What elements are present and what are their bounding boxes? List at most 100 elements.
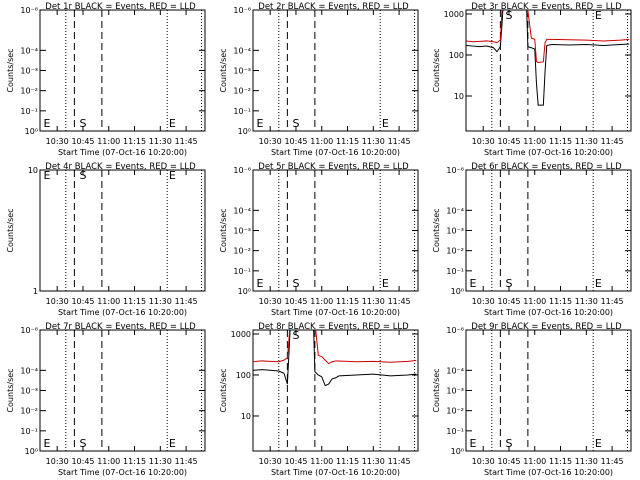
x-tick-label: 11:45 <box>175 457 198 466</box>
y-tick-label: 10⁻⁴ <box>233 206 251 215</box>
x-axis-label: Start Time (07-Oct-16 10:20:00) <box>58 308 187 317</box>
y-tick-label: 10⁻⁶ <box>446 166 464 175</box>
x-tick-label: 11:00 <box>523 457 546 466</box>
x-tick-label: 11:15 <box>549 137 572 146</box>
y-tick-label: 10⁰ <box>25 127 38 136</box>
x-tick-label: 10:30 <box>472 297 495 306</box>
x-axis-label: Start Time (07-Oct-16 10:20:00) <box>271 468 400 477</box>
panel-title: Det 4r BLACK = Events, RED = LLD <box>45 162 196 172</box>
y-tick-label: 10⁻⁴ <box>446 206 464 215</box>
annotation: S <box>506 9 513 22</box>
x-tick-label: 11:30 <box>149 137 172 146</box>
y-tick-label: 10⁻³ <box>233 227 251 236</box>
annotation: E <box>469 437 476 450</box>
annotation: S <box>506 437 513 450</box>
x-tick-label: 11:15 <box>549 457 572 466</box>
annotation: E <box>595 277 602 290</box>
plot-frame <box>465 9 632 132</box>
x-tick-label: 11:15 <box>123 137 146 146</box>
y-tick-label: 10⁻⁴ <box>446 366 464 375</box>
x-tick-label: 11:30 <box>362 137 385 146</box>
y-tick-label: 100 <box>449 51 464 60</box>
y-axis-label: Counts/sec <box>219 368 228 412</box>
data-line <box>466 10 630 106</box>
y-tick-label: 100 <box>236 371 251 380</box>
x-tick-label: 11:15 <box>549 297 572 306</box>
y-tick-label: 10⁰ <box>451 447 464 456</box>
y-tick-label: 1 <box>33 287 38 296</box>
x-axis-label: Start Time (07-Oct-16 10:20:00) <box>58 148 187 157</box>
y-tick-label: 10⁻¹ <box>446 427 464 436</box>
x-tick-label: 10:30 <box>46 457 69 466</box>
panel: Det 3r BLACK = Events, RED = LLD Start Ti… <box>432 2 632 157</box>
x-tick-label: 10:30 <box>259 457 282 466</box>
x-tick-label: 11:00 <box>523 137 546 146</box>
y-tick-label: 1000 <box>231 330 251 339</box>
y-tick-label: 1000 <box>444 10 464 19</box>
data-line <box>466 10 630 64</box>
panel: Det 2r BLACK = Events, RED = LLD Start Ti… <box>219 2 419 157</box>
y-tick-label: 10⁻² <box>233 247 251 256</box>
y-tick-label: 10⁰ <box>238 127 251 136</box>
panel-title: Det 6r BLACK = Events, RED = LLD <box>471 162 622 172</box>
x-tick-label: 11:30 <box>575 297 598 306</box>
annotation: E <box>595 437 602 450</box>
y-tick-label: 10⁻¹ <box>20 427 38 436</box>
y-tick-label: 10 <box>454 92 464 101</box>
x-tick-label: 11:15 <box>123 457 146 466</box>
y-tick-label: 10⁰ <box>25 447 38 456</box>
x-tick-label: 11:30 <box>149 457 172 466</box>
panel: Det 8r BLACK = Events, RED = LLD Start Ti… <box>219 322 419 477</box>
x-axis-label: Start Time (07-Oct-16 10:20:00) <box>484 468 613 477</box>
y-tick-label: 10⁰ <box>238 287 251 296</box>
y-tick-label: 10⁻⁶ <box>233 6 251 15</box>
y-tick-label: 10⁻⁶ <box>233 166 251 175</box>
y-tick-label: 10⁻⁶ <box>20 6 38 15</box>
panel: Det 9r BLACK = Events, RED = LLD Start Ti… <box>432 322 632 477</box>
y-tick-label: 10⁻¹ <box>20 107 38 116</box>
x-tick-label: 11:00 <box>310 137 333 146</box>
annotation: S <box>506 277 513 290</box>
data-line <box>253 330 417 365</box>
y-axis-label: Counts/sec <box>432 208 441 252</box>
annotation: E <box>595 9 602 22</box>
annotation: E <box>169 169 176 182</box>
panel-title: Det 2r BLACK = Events, RED = LLD <box>258 2 409 12</box>
x-axis-label: Start Time (07-Oct-16 10:20:00) <box>484 308 613 317</box>
plot-frame <box>39 9 206 132</box>
x-tick-label: 11:30 <box>362 457 385 466</box>
panel: Det 7r BLACK = Events, RED = LLD Start Ti… <box>6 322 206 477</box>
y-tick-label: 10⁻⁴ <box>233 46 251 55</box>
x-tick-label: 10:45 <box>71 297 94 306</box>
data-line <box>253 330 417 387</box>
panel: Det 6r BLACK = Events, RED = LLD Start Ti… <box>432 162 632 317</box>
y-tick-label: 10⁻³ <box>446 387 464 396</box>
x-tick-label: 10:45 <box>284 457 307 466</box>
x-tick-label: 11:45 <box>388 297 411 306</box>
x-tick-label: 10:30 <box>46 297 69 306</box>
annotation: S <box>80 117 87 130</box>
y-tick-label: 10⁻² <box>446 247 464 256</box>
y-tick-label: 10⁻⁶ <box>20 326 38 335</box>
annotation: E <box>382 277 389 290</box>
panel-title: Det 1r BLACK = Events, RED = LLD <box>45 2 196 12</box>
x-tick-label: 11:45 <box>175 137 198 146</box>
y-tick-label: 10⁻³ <box>446 227 464 236</box>
annotation: E <box>256 117 263 130</box>
x-tick-label: 11:00 <box>97 137 120 146</box>
annotation: E <box>169 117 176 130</box>
x-tick-label: 11:00 <box>310 457 333 466</box>
x-tick-label: 11:30 <box>149 297 172 306</box>
x-tick-label: 10:30 <box>472 457 495 466</box>
x-tick-label: 11:30 <box>362 297 385 306</box>
x-tick-label: 11:45 <box>601 457 624 466</box>
y-tick-label: 10⁻³ <box>20 67 38 76</box>
annotation: E <box>382 117 389 130</box>
y-axis-label: Counts/sec <box>6 48 15 92</box>
plot-frame <box>465 329 632 452</box>
panel-title: Det 9r BLACK = Events, RED = LLD <box>471 322 622 332</box>
annotation: E <box>469 277 476 290</box>
x-tick-label: 10:45 <box>71 457 94 466</box>
annotation: E <box>43 169 50 182</box>
